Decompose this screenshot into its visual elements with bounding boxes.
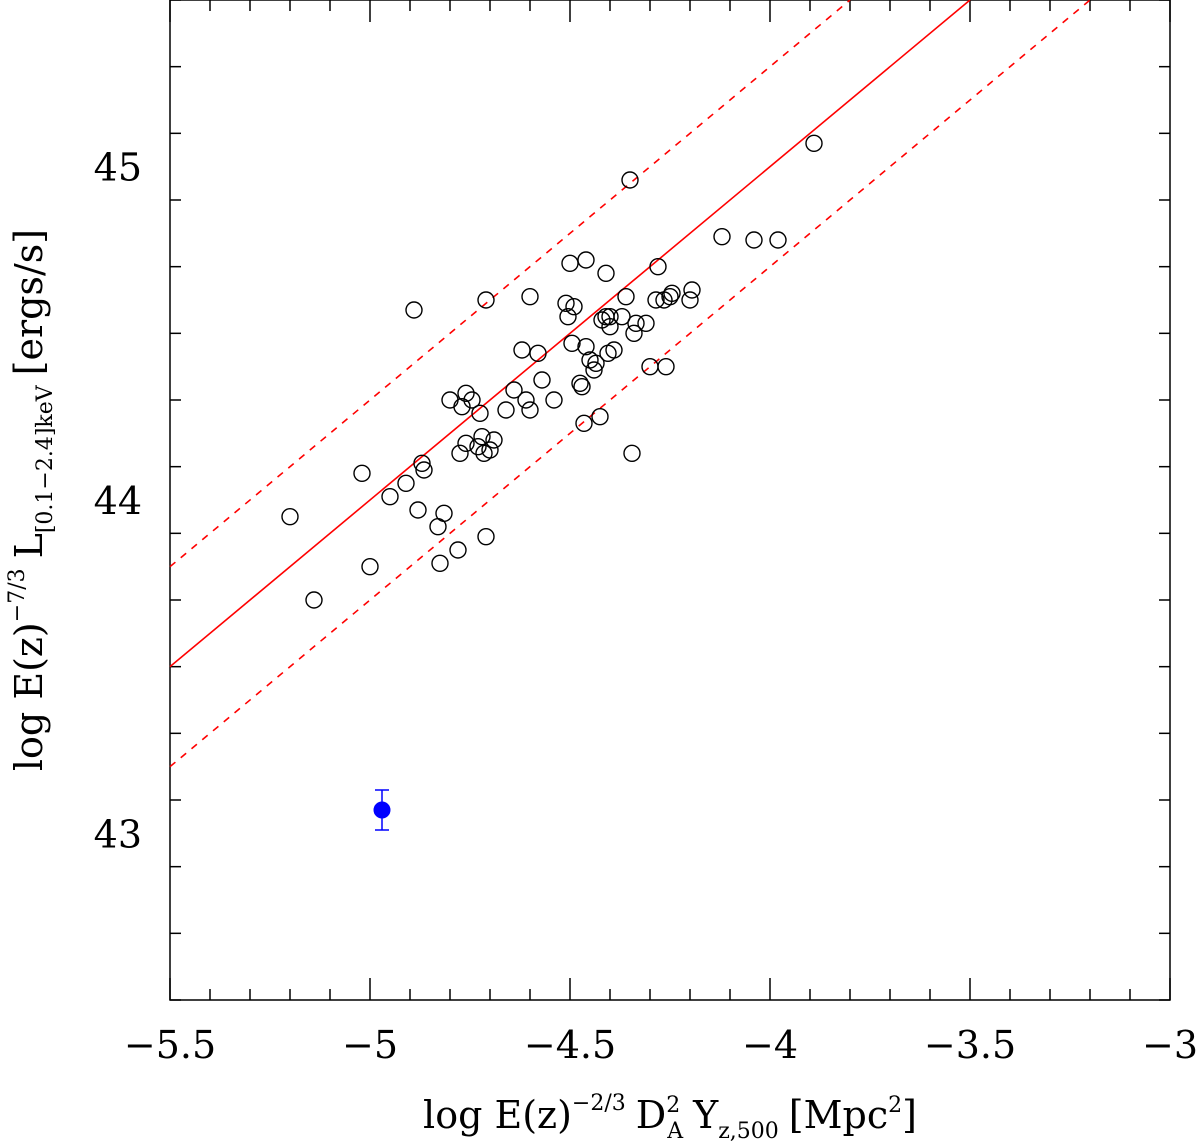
data-point [599,344,617,363]
data-point [305,591,323,609]
data-point [683,281,701,299]
data-point [449,541,467,559]
data-point [591,407,609,426]
data-point [281,507,299,526]
data-point [517,391,535,409]
data-point [397,474,415,493]
data-point [577,337,595,356]
data-point [597,307,615,326]
data-point [621,171,639,189]
data-point [451,444,469,463]
data-point [561,254,579,273]
data-point [681,291,699,309]
x-tick-label: −3.5 [924,1023,1016,1067]
data-point [475,444,493,463]
data-point [477,527,495,546]
data-point [713,227,731,246]
data-point [565,297,583,316]
data-point [577,251,595,269]
data-point [473,427,491,446]
data-point [409,501,427,519]
data-point [587,354,605,373]
y-tick-labels: 43 44 45 [94,146,142,857]
data-point [521,287,539,306]
y-tick-label: 44 [94,479,142,523]
data-point [353,464,371,483]
data-point [529,344,547,363]
data-point [463,391,481,409]
data-point [585,361,603,379]
data-point [413,454,431,473]
data-point [457,384,475,403]
data-point [533,371,551,389]
fit-line [169,0,971,668]
data-point [573,377,591,396]
data-point [637,314,655,333]
data-point [601,307,619,326]
data-point [497,401,515,419]
data-point [381,487,399,506]
data-point [557,294,575,313]
band-lower [169,0,1091,768]
data-point [575,414,593,433]
data-point [617,287,635,306]
data-point [625,324,643,343]
x-tick-label: −5 [342,1023,398,1067]
data-point [457,434,475,453]
data-point [769,231,787,249]
scatter-band [169,0,1091,768]
data-point [521,401,539,419]
fit-line-group [169,0,971,668]
data-point [513,341,531,359]
data-point [597,264,615,283]
data-point [361,557,379,576]
data-point [431,554,449,573]
data-point [485,431,503,449]
x-tick-label: −3 [1142,1023,1198,1067]
highlight-point [373,801,391,819]
data-point [745,231,763,249]
data-point [601,317,619,336]
plot-frame [169,0,1171,1001]
data-point [661,287,679,306]
x-tick-labels: −5.5 −5 −4.5 −4 −3.5 −3 [124,1023,1198,1067]
data-point [469,437,487,456]
data-point [505,381,523,399]
data-point [477,291,495,309]
y-tick-label: 43 [94,812,142,856]
data-point [663,284,681,303]
x-axis-label: log E(z)−2/3 D2 A Yz,500 [Mpc2] [423,1091,917,1141]
data-points [281,134,823,609]
data-point [405,301,423,319]
data-point [805,134,823,153]
y-tick-label: 45 [94,146,142,190]
x-tick-label: −5.5 [124,1023,216,1067]
data-point [627,314,645,333]
data-point [471,404,489,423]
data-point [435,504,453,523]
x-tick-label: −4 [742,1023,798,1067]
data-point [647,291,665,309]
highlight-group [373,789,391,831]
y-axis-label: log E(z)−7/3L[0.1−2.4]keV[ergs/s] [5,229,58,771]
data-point [571,374,589,393]
data-point [605,341,623,359]
axis-ticks [169,0,1171,1001]
data-point [441,391,459,409]
data-point [563,334,581,353]
data-point [481,441,499,459]
data-point [559,307,577,326]
data-point [657,357,675,376]
data-point [641,357,659,376]
data-point [649,257,667,276]
data-point [581,351,599,369]
band-upper [169,0,851,568]
x-tick-label: −4.5 [524,1023,616,1067]
data-point [623,444,641,463]
data-point [613,307,631,326]
data-point [545,391,563,409]
data-point [415,461,433,479]
data-point [453,397,471,416]
